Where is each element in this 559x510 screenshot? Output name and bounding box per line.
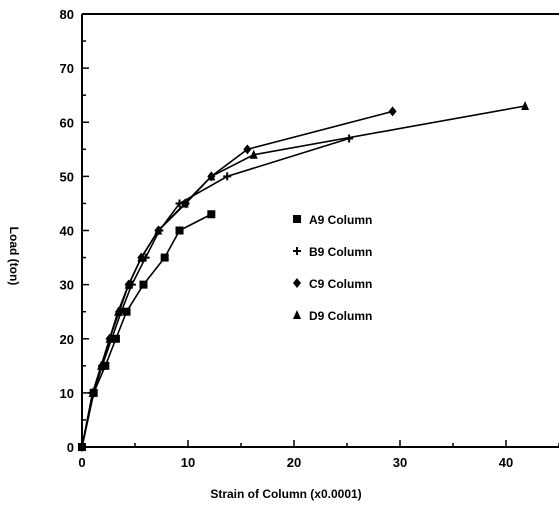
y-tick-label: 10 xyxy=(60,386,74,401)
data-point xyxy=(180,198,189,208)
data-point xyxy=(88,387,97,397)
y-tick-label: 0 xyxy=(67,440,74,455)
x-tick-label: 20 xyxy=(287,455,301,470)
data-point xyxy=(175,226,184,235)
data-point xyxy=(154,225,163,235)
data-point xyxy=(388,106,397,117)
legend-item: D9 Column xyxy=(293,309,372,323)
series-layer xyxy=(78,101,530,452)
legend-marker xyxy=(293,278,301,288)
legend: A9 Column B9 Column C9 Column D9 Column xyxy=(293,213,372,323)
data-point xyxy=(78,442,86,451)
legend-item: A9 Column xyxy=(293,213,372,227)
axes: 0 10 20 30 40 0 10 20 30 40 50 60 70 80 xyxy=(60,7,559,470)
y-axis-title: Load (ton) xyxy=(7,227,21,286)
data-point xyxy=(114,306,123,316)
legend-marker xyxy=(293,310,301,319)
y-tick-label: 50 xyxy=(60,169,74,184)
series-d9-column xyxy=(78,101,530,451)
legend-item: B9 Column xyxy=(293,245,372,259)
series-a9-column xyxy=(78,210,216,451)
y-tick-label: 30 xyxy=(60,278,74,293)
legend-marker xyxy=(293,215,301,223)
data-point xyxy=(223,172,232,181)
legend-label: B9 Column xyxy=(309,245,372,259)
data-point xyxy=(124,279,133,289)
y-tick-label: 70 xyxy=(60,61,74,76)
x-tick-label: 30 xyxy=(393,455,407,470)
data-point xyxy=(249,149,258,159)
data-point xyxy=(137,252,146,262)
legend-item: C9 Column xyxy=(293,277,372,291)
x-tick-label: 0 xyxy=(78,455,85,470)
data-point xyxy=(207,171,216,181)
data-point xyxy=(160,253,169,262)
series-line xyxy=(81,105,526,448)
legend-label: A9 Column xyxy=(309,213,372,227)
legend-label: C9 Column xyxy=(309,277,372,291)
data-point xyxy=(243,144,252,155)
series-line xyxy=(81,137,350,448)
x-tick-label: 10 xyxy=(181,455,195,470)
legend-marker xyxy=(293,247,301,255)
y-tick-label: 80 xyxy=(60,7,74,22)
data-point xyxy=(139,280,148,289)
data-point xyxy=(97,360,106,370)
data-point xyxy=(105,333,114,343)
data-point xyxy=(521,101,530,111)
y-tick-label: 60 xyxy=(60,115,74,130)
x-axis-title: Strain of Column (x0.0001) xyxy=(210,487,361,501)
series-b9-column xyxy=(78,134,354,451)
y-tick-label: 40 xyxy=(60,224,74,239)
data-point xyxy=(111,334,120,343)
legend-label: D9 Column xyxy=(309,309,372,323)
data-point xyxy=(207,210,216,219)
x-tick-label: 40 xyxy=(499,455,513,470)
data-point xyxy=(122,307,131,316)
y-tick-label: 20 xyxy=(60,332,74,347)
